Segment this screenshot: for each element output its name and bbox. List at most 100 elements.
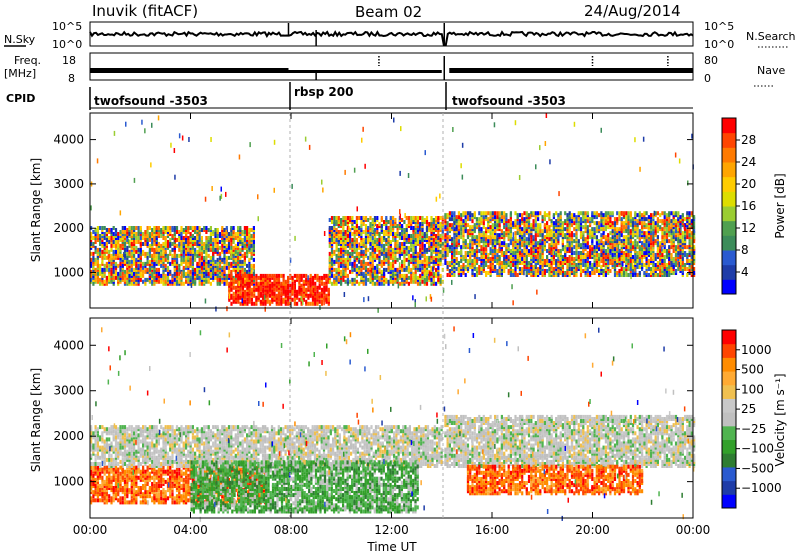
heatmap-cell [232, 295, 235, 300]
heatmap-cell [353, 230, 356, 234]
heatmap-cell [302, 273, 305, 278]
heatmap-cell [466, 251, 470, 255]
heatmap-cell [271, 273, 274, 278]
heatmap-cell [482, 211, 485, 216]
heatmap-cell [403, 234, 406, 238]
heatmap-cell [453, 211, 456, 216]
heatmap-cell [548, 259, 551, 263]
heatmap-cell [593, 263, 596, 267]
heatmap-cell [380, 281, 383, 286]
heatmap-cell [582, 245, 585, 250]
heatmap-cell [182, 265, 185, 270]
heatmap-cell [146, 255, 149, 260]
heatmap-cell [110, 247, 113, 252]
heatmap-cell [135, 240, 138, 244]
heatmap-cell [453, 273, 456, 277]
heatmap-cell [451, 211, 454, 216]
heatmap-cell [564, 249, 567, 253]
heatmap-cell [521, 267, 524, 271]
heatmap-cell [130, 281, 133, 286]
heatmap-cell [566, 247, 569, 252]
heatmap-cell [496, 249, 499, 253]
heatmap-cell [119, 238, 122, 242]
heatmap-cell [407, 261, 410, 266]
heatmap-cell [187, 226, 190, 230]
heatmap-cell [416, 259, 420, 264]
heatmap-cell [148, 259, 151, 264]
heatmap-cell [139, 267, 142, 272]
heatmap-cell [90, 232, 93, 236]
heatmap-cell [280, 273, 283, 278]
heatmap-cell [187, 255, 190, 260]
heatmap-cell [235, 293, 238, 298]
heatmap-cell [232, 234, 235, 238]
heatmap-cell [627, 249, 630, 253]
heatmap-cell [586, 263, 589, 267]
heatmap-cell [253, 301, 256, 306]
heatmap-cell [133, 267, 136, 272]
heatmap-cell [514, 267, 517, 271]
heatmap-cell [469, 225, 472, 230]
heatmap-cell [248, 273, 251, 278]
heatmap-cell [620, 267, 623, 271]
heatmap-cell [164, 279, 167, 284]
heatmap-cell [487, 235, 490, 240]
heatmap-cell [119, 271, 122, 276]
heatmap-cell [189, 232, 192, 236]
heatmap-cell [618, 269, 621, 273]
heatmap-cell [164, 226, 167, 230]
heatmap-cell [387, 279, 390, 284]
heatmap-cell [243, 251, 246, 256]
heatmap-cell [600, 239, 603, 244]
heatmap-cell [668, 257, 671, 261]
heatmap-cell [128, 226, 131, 230]
heatmap-cell [514, 255, 517, 259]
heatmap-cell [133, 226, 136, 230]
heatmap-cell [546, 221, 549, 226]
heatmap-cell [173, 226, 176, 230]
heatmap-cell [142, 249, 145, 254]
heatmap-cell [135, 249, 138, 254]
heatmap-cell [557, 235, 560, 240]
heatmap-cell [552, 221, 555, 226]
heatmap-cell [410, 247, 413, 252]
heatmap-cell [478, 239, 481, 244]
heatmap-cell [652, 213, 655, 218]
heatmap-cell [496, 219, 499, 224]
heatmap-cell [570, 247, 574, 252]
heatmap-cell [604, 211, 607, 216]
heatmap-cell [446, 265, 449, 269]
heatmap-cell [598, 221, 601, 226]
heatmap-cell [448, 261, 451, 265]
heatmap-cell [234, 243, 237, 248]
heatmap-cell [595, 225, 598, 230]
heatmap-cell [439, 222, 442, 226]
heatmap-cell [232, 285, 235, 290]
heatmap-cell [112, 249, 115, 254]
heatmap-cell [663, 241, 666, 246]
heatmap-cell [530, 251, 533, 255]
heatmap-cell [600, 249, 603, 253]
heatmap-cell [333, 249, 336, 254]
heatmap-cell [148, 253, 151, 258]
heatmap-cell [616, 239, 619, 244]
heatmap-cell [142, 242, 145, 246]
heatmap-cell [243, 255, 246, 260]
heatmap-cell [573, 221, 576, 226]
heatmap-cell [241, 230, 244, 234]
heatmap-cell [425, 216, 429, 220]
heatmap-cell [302, 293, 305, 298]
heatmap-cell [659, 241, 662, 246]
heatmap-cell [500, 211, 503, 216]
heatmap-cell [335, 275, 338, 280]
heatmap-cell [169, 269, 172, 274]
heatmap-cell [645, 247, 648, 252]
heatmap-cell [121, 253, 124, 258]
heatmap-cell [534, 233, 537, 238]
heatmap-cell [230, 301, 233, 306]
heatmap-cell [257, 281, 260, 286]
heatmap-cell [173, 253, 176, 258]
heatmap-cell [659, 249, 662, 253]
heatmap-cell [333, 216, 336, 220]
heatmap-cell [212, 245, 215, 250]
